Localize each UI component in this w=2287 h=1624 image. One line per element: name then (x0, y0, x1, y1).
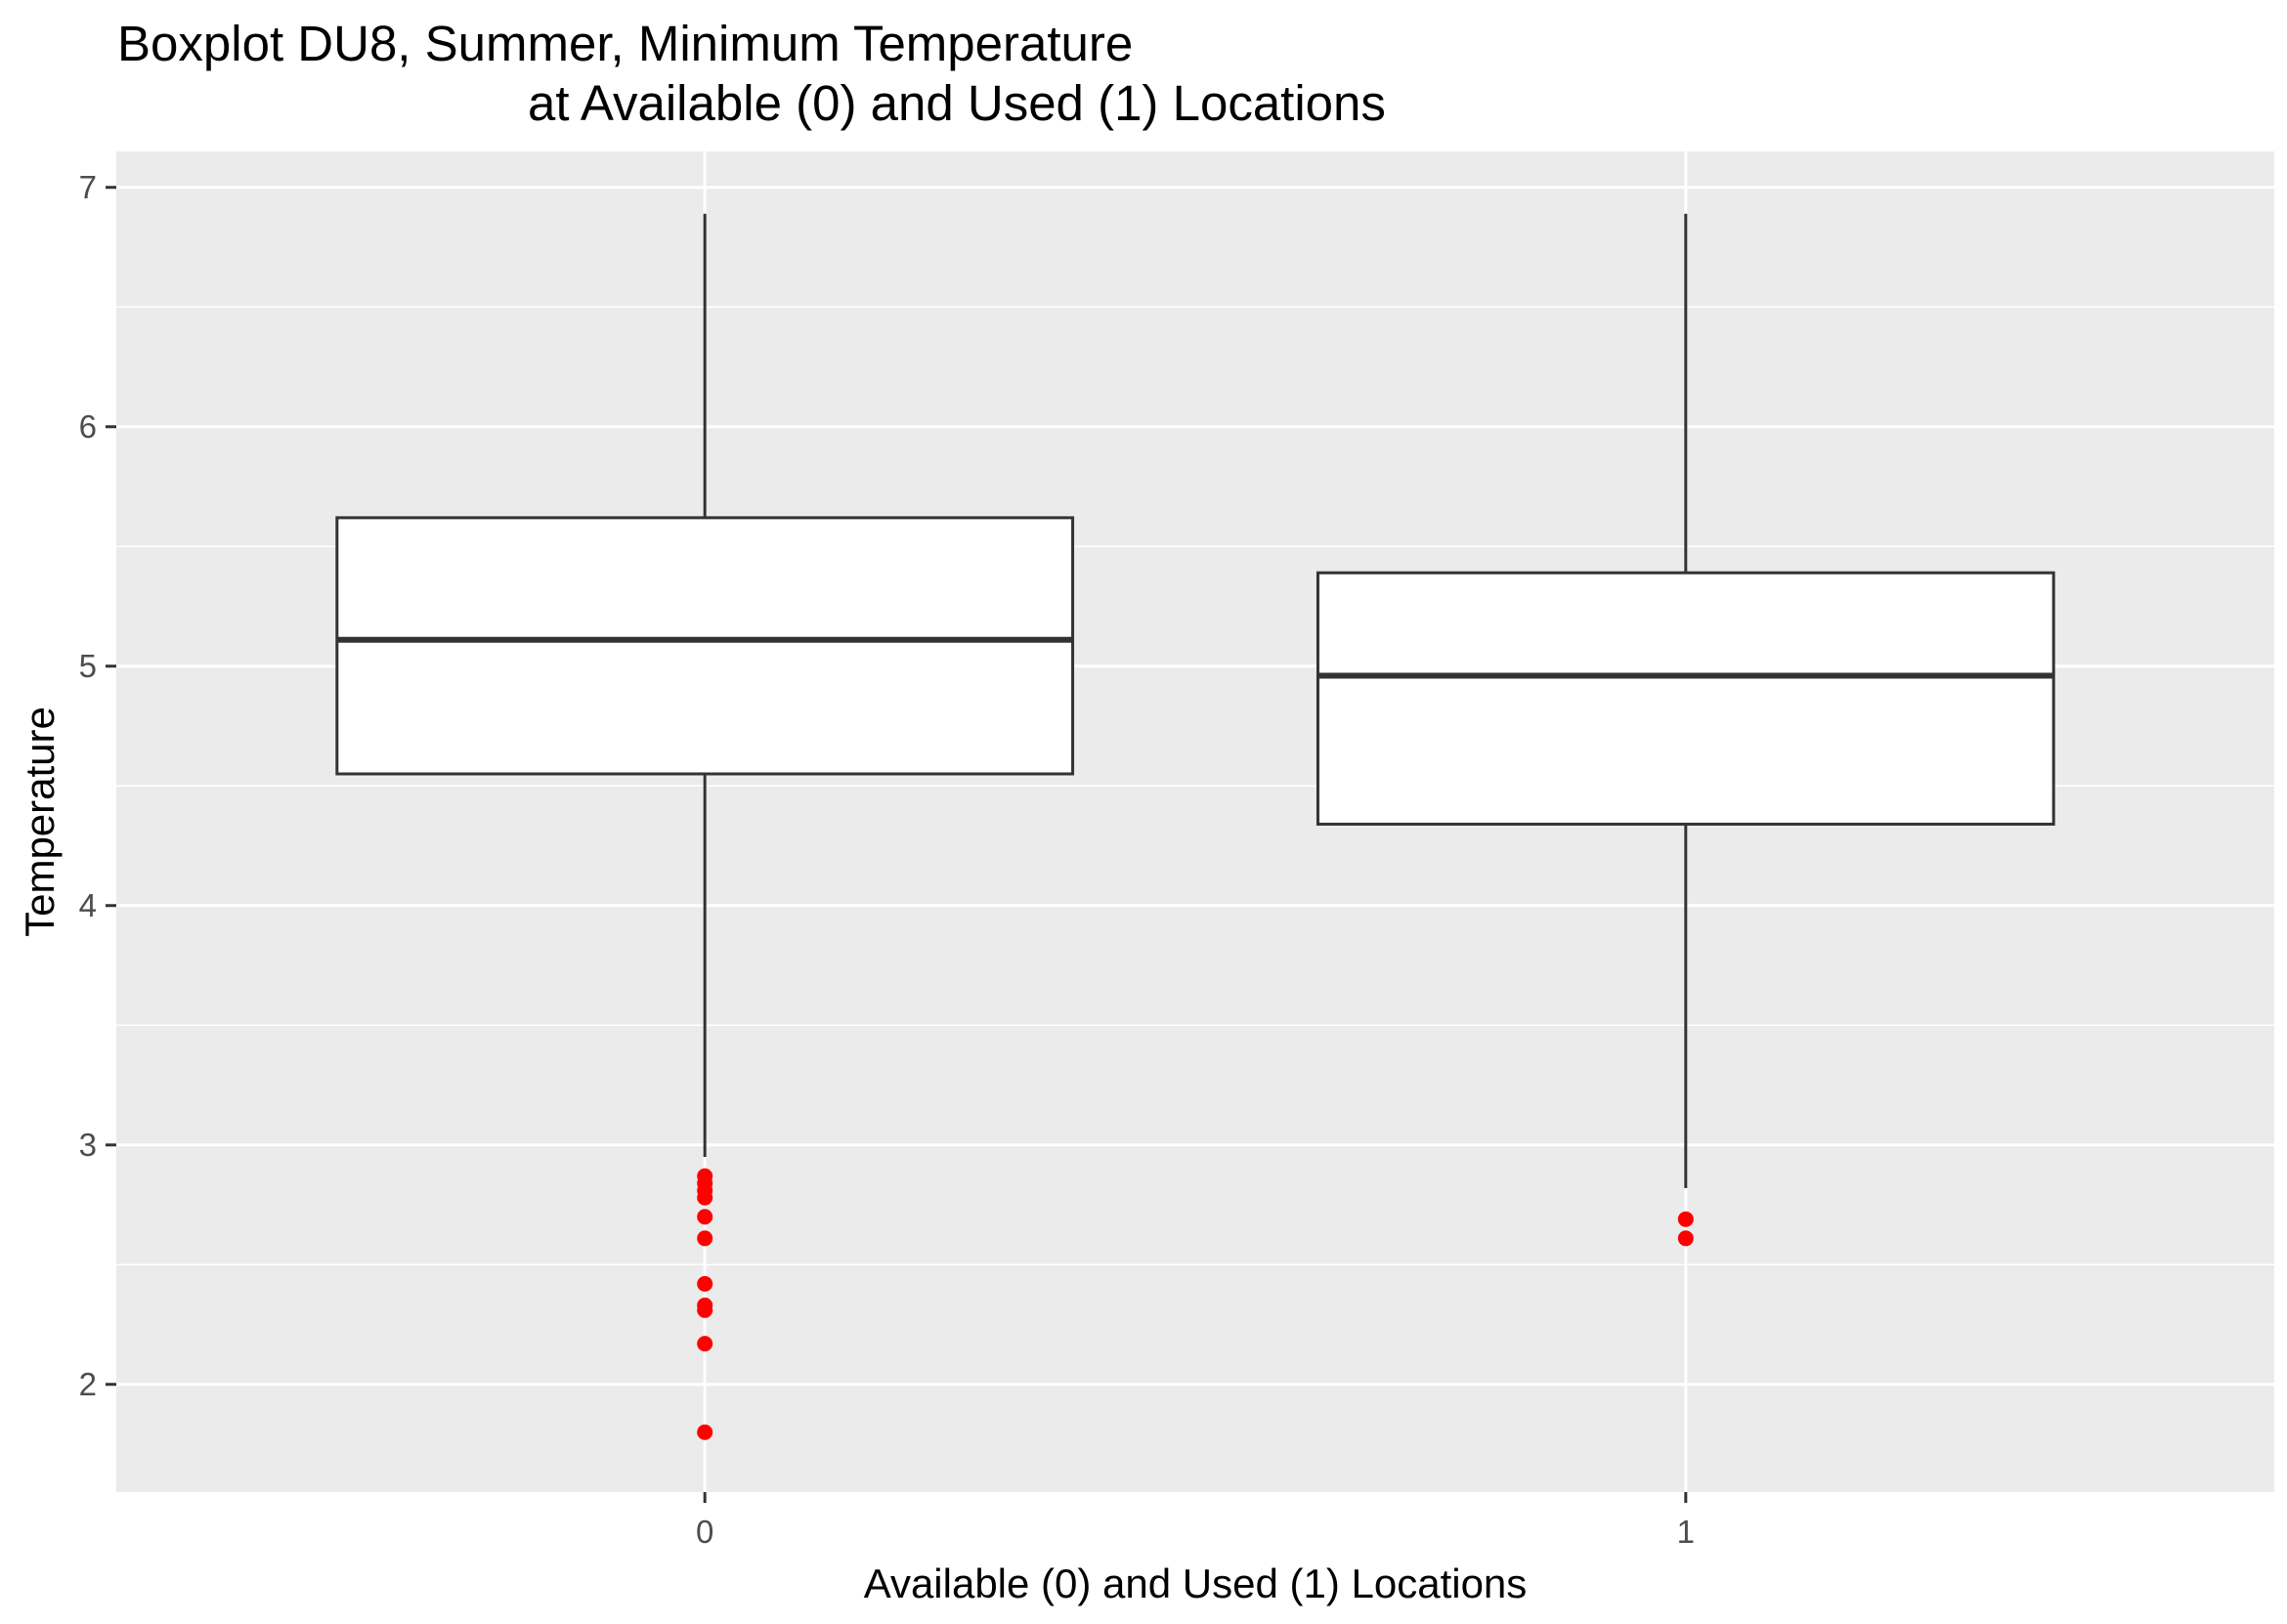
y-tick-label: 4 (79, 887, 97, 923)
x-tick-label: 1 (1677, 1514, 1695, 1550)
x-tick-label: 0 (696, 1514, 713, 1550)
x-axis-title: Available (0) and Used (1) Locations (864, 1560, 1528, 1606)
chart-title-line-2: at Available (0) and Used (1) Locations (528, 75, 1386, 131)
box-0-iqr-rect (335, 516, 1075, 776)
box-1-outlier-point (1677, 1230, 1694, 1247)
y-tick-label: 3 (79, 1127, 97, 1163)
y-tick-label: 2 (79, 1366, 97, 1402)
box-0-outlier-point (697, 1189, 713, 1206)
box-elements (335, 213, 2055, 1188)
box-0-outlier-point (697, 1424, 713, 1440)
y-axis-ticks: 2 3 4 5 6 7 (79, 169, 116, 1402)
y-tick-label: 5 (79, 648, 97, 684)
box-1-outlier-point (1677, 1211, 1694, 1227)
box-0-outlier-point (697, 1275, 713, 1292)
y-tick-label: 6 (79, 408, 97, 445)
box-0-outlier-point (697, 1336, 713, 1352)
box-0-outlier-point (697, 1209, 713, 1225)
box-1-iqr-rect (1316, 571, 2055, 826)
box-0-outlier-point (697, 1302, 713, 1318)
y-axis-title: Temperature (17, 706, 63, 937)
box-0-outlier-point (697, 1230, 713, 1247)
chart-title-line-1: Boxplot DU8, Summer, Minimum Temperature (117, 16, 1133, 71)
outlier-points (697, 1168, 1694, 1440)
y-tick-label: 7 (79, 169, 97, 205)
